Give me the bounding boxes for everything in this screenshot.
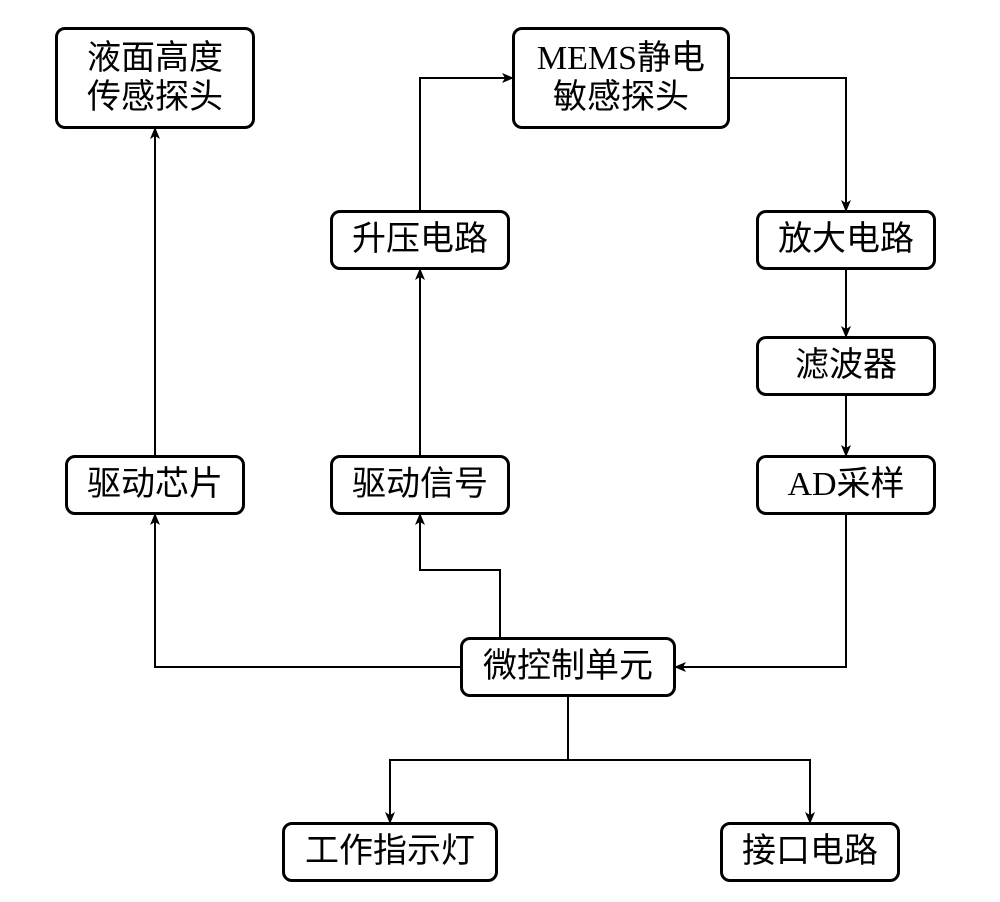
edge-boost_circuit-to-mems_probe [420,78,512,210]
node-led: 工作指示灯 [282,822,498,882]
node-drive-signal: 驱动信号 [330,455,510,515]
node-amp-circuit: 放大电路 [756,210,936,270]
node-label: MEMS静电 敏感探头 [537,39,705,117]
node-label: 微控制单元 [483,647,653,686]
node-liquid-level-probe: 液面高度 传感探头 [55,27,255,129]
node-label: AD采样 [787,465,904,504]
node-label: 驱动信号 [352,465,488,504]
node-filter: 滤波器 [756,336,936,396]
node-ad-sample: AD采样 [756,455,936,515]
node-interface: 接口电路 [720,822,900,882]
edge-mems_probe-to-amp_circuit [730,78,846,210]
node-label: 接口电路 [742,832,878,871]
node-label: 工作指示灯 [305,832,475,871]
node-drive-chip: 驱动芯片 [65,455,245,515]
edges-layer [0,0,1000,902]
flowchart-canvas: 液面高度 传感探头 MEMS静电 敏感探头 升压电路 放大电路 滤波器 驱动芯片… [0,0,1000,902]
node-label: 滤波器 [795,346,897,385]
edge-ad_sample-to-mcu [676,515,846,667]
node-label: 升压电路 [352,220,488,259]
node-label: 放大电路 [778,220,914,259]
node-label: 驱动芯片 [87,465,223,504]
node-boost-circuit: 升压电路 [330,210,510,270]
node-mems-probe: MEMS静电 敏感探头 [512,27,730,129]
node-label: 液面高度 传感探头 [87,39,223,117]
node-mcu: 微控制单元 [460,637,676,697]
edge-mcu-to-drive_signal [420,515,500,637]
edge-mcu-to-interface [568,697,810,822]
edge-mcu-to-led [390,697,568,822]
edge-mcu-to-drive_chip [155,515,460,667]
